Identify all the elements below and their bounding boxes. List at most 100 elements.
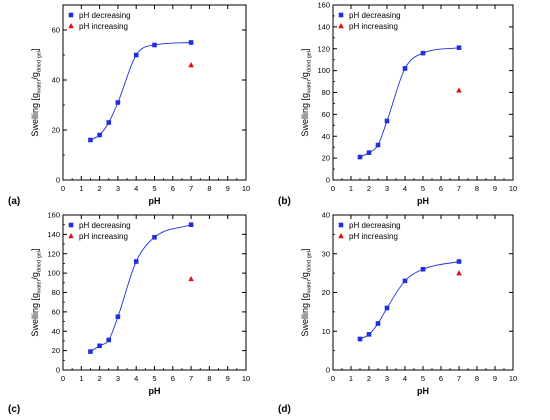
x-tick-label: 1 [79,374,83,383]
x-tick-label: 3 [385,184,389,193]
y-tick-label: 140 [317,22,330,31]
data-point-decreasing [152,234,157,240]
y-axis-label-text: /g [30,272,40,280]
y-tick-label: 0 [56,176,60,185]
data-point-increasing [456,270,462,276]
y-tick-label: 40 [52,76,60,85]
x-tick-label: 0 [61,184,65,193]
y-tick-label: 20 [322,288,330,297]
y-axis-label-text: /g [30,72,40,80]
plot-frame [62,4,247,181]
y-axis-label-text: /g [300,272,310,280]
x-tick-label: 4 [403,184,407,193]
x-tick-label: 8 [207,374,211,383]
fit-curve [359,261,460,340]
legend-marker-decreasing [68,222,74,228]
x-tick-label: 4 [134,184,138,193]
x-tick-label: 2 [367,184,371,193]
data-point-decreasing [188,222,194,227]
x-tick-label: 0 [331,184,335,193]
y-tick-label: 140 [47,230,60,239]
y-tick-label: 20 [52,346,60,355]
y-tick-label: 40 [322,132,330,141]
data-point-decreasing [456,45,462,50]
x-tick-label: 5 [152,374,156,383]
x-tick-label: 6 [439,374,443,383]
data-point-decreasing [402,278,408,284]
y-axis-label: Swelling [gwater/gdried gel] [30,48,43,136]
x-tick-label: 3 [116,184,120,193]
x-tick-label: 3 [116,374,120,383]
legend-marker-decreasing [338,222,344,228]
legend-label-decreasing: pH decreasing [349,11,401,20]
legend-marker-decreasing [68,12,74,18]
data-point-decreasing [456,259,462,264]
chart-panel-4: 0 1 2 3 4 5 6 7 8 9 10 0 10 20 30 40 pH Swelling [gwater/… [278,211,517,416]
x-tick-label: 10 [242,374,250,383]
x-tick-label: 10 [242,184,250,193]
y-axis-label-subscript: water [307,79,313,94]
y-tick-label: 0 [326,366,330,375]
x-tick-label: 3 [385,374,389,383]
fit-curve [90,42,192,141]
y-tick-label: 60 [322,110,330,119]
data-point-decreasing [366,150,372,155]
y-tick-label: 60 [52,26,60,35]
panel-label: (c) [8,404,20,415]
legend-label-decreasing: pH decreasing [79,11,131,20]
y-axis-label-subscript: dried gel [307,251,313,272]
data-point-decreasing [384,305,390,311]
data-point-decreasing [133,259,139,264]
y-tick-label: 120 [47,249,60,258]
x-tick-label: 6 [439,184,443,193]
y-axis-label-subscript: dried gel [307,51,313,72]
x-axis-label: pH [149,386,161,396]
y-axis-label-subscript: dried gel [37,251,43,272]
y-tick-label: 60 [52,307,60,316]
data-point-decreasing [88,349,93,354]
data-point-decreasing [357,154,363,160]
data-point-decreasing [420,50,426,56]
chart-panel-3: 0 1 2 3 4 5 6 7 8 9 10020406080100120140160pHSwell… [8,211,250,416]
legend-label-increasing: pH increasing [79,232,128,241]
legend-marker-increasing [338,23,344,29]
y-tick-label: 0 [56,366,60,375]
data-point-increasing [188,62,194,68]
x-tick-label: 8 [475,184,479,193]
y-axis-label-text: ] [300,248,310,251]
x-tick-label: 1 [349,374,353,383]
y-axis-label-subscript: water [37,79,43,94]
x-tick-label: 9 [493,374,497,383]
x-tick-label: 0 [61,374,65,383]
data-point-decreasing [402,66,408,71]
x-tick-label: 10 [509,374,517,383]
x-tick-label: 7 [457,374,461,383]
x-axis-label: pH [417,196,429,206]
y-axis-label: Swelling [gwater/gdried gel] [300,248,313,336]
x-tick-label: 8 [207,184,211,193]
data-point-decreasing [188,40,194,45]
legend-label-increasing: pH increasing [349,22,398,31]
legend-marker-decreasing [338,12,344,18]
legend-marker-increasing [68,23,74,29]
y-axis-label-text: ] [30,48,40,51]
x-tick-label: 0 [331,374,335,383]
x-tick-label: 9 [226,374,230,383]
legend-label-increasing: pH increasing [349,232,398,241]
data-point-decreasing [357,336,363,342]
chart-panel-2: 0 1 2 3 4 5 6 7 8 9 10020406080100120140160pHSwell… [278,1,517,208]
data-point-decreasing [106,337,112,343]
x-axis-label: pH [149,196,161,206]
y-axis-label-text: Swelling [g [30,293,40,337]
legend-marker-increasing [338,233,344,239]
x-tick-label: 5 [421,374,425,383]
y-tick-label: 80 [52,288,60,297]
y-axis-label-subscript: water [37,279,43,294]
x-tick-label: 5 [421,184,425,193]
data-point-decreasing [115,100,121,105]
x-tick-label: 7 [189,374,193,383]
panel-label: (b) [278,196,291,207]
x-tick-label: 2 [98,374,102,383]
y-axis-label-text: Swelling [g [30,93,40,137]
